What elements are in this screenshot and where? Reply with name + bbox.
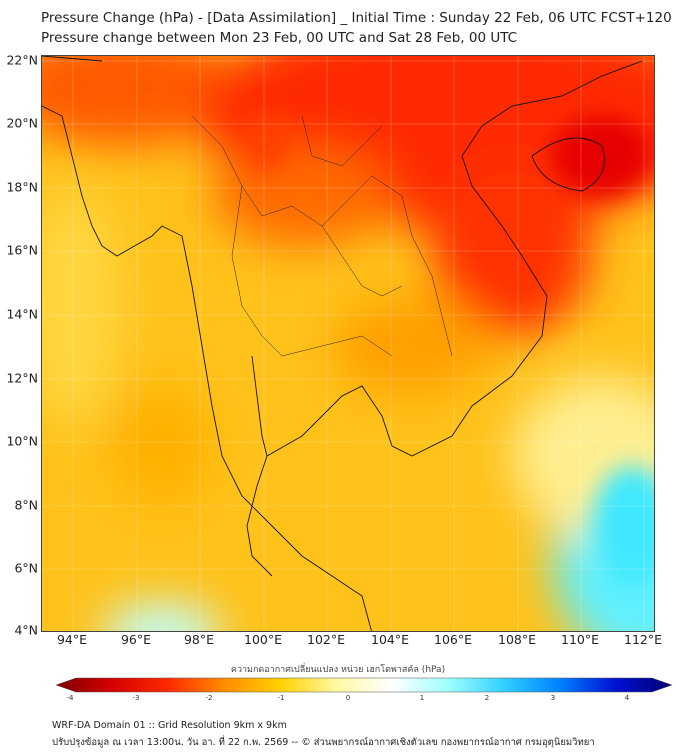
lat-label: 4°N bbox=[14, 622, 38, 638]
lat-label: 8°N bbox=[14, 497, 38, 513]
colorbar-tick: -2 bbox=[205, 694, 213, 702]
lat-label: 18°N bbox=[6, 179, 38, 195]
colorbar-tick: 3 bbox=[550, 694, 556, 702]
lon-label: 98°E bbox=[183, 632, 215, 647]
pressure-change-map bbox=[41, 55, 655, 632]
colorbar-tick: -4 bbox=[66, 694, 74, 702]
lat-label: 22°N bbox=[6, 52, 38, 68]
lon-label: 112°E bbox=[623, 632, 663, 647]
lon-label: 108°E bbox=[497, 632, 537, 647]
footer-credit: ปรับปรุงข้อมูล ณ เวลา 13:00น. วัน อา. ที… bbox=[52, 737, 595, 748]
lon-label: 102°E bbox=[306, 632, 346, 647]
lon-label: 106°E bbox=[433, 632, 473, 647]
lat-label: 12°N bbox=[6, 370, 38, 386]
colorbar-tick: 2 bbox=[484, 694, 490, 702]
lat-label: 14°N bbox=[6, 306, 38, 322]
lat-label: 10°N bbox=[6, 433, 38, 449]
lat-label: 16°N bbox=[6, 242, 38, 258]
map-subtitle: Pressure change between Mon 23 Feb, 00 U… bbox=[41, 30, 518, 46]
lon-label: 94°E bbox=[56, 632, 88, 647]
lon-label: 96°E bbox=[120, 632, 152, 647]
colorbar-tick: -3 bbox=[132, 694, 140, 702]
map-title: Pressure Change (hPa) - [Data Assimilati… bbox=[41, 10, 672, 26]
coastlines bbox=[42, 56, 643, 631]
colorbar-title: ความกดอากาศเปลี่ยนแปลง หน่วย เฮกโตพาสคัล… bbox=[230, 665, 446, 675]
colorbar-tick: 4 bbox=[624, 694, 630, 702]
lat-label: 6°N bbox=[14, 560, 38, 576]
graticule bbox=[42, 56, 654, 631]
colorbar-tick: -1 bbox=[277, 694, 285, 702]
borders bbox=[191, 115, 453, 357]
colorbar-tick: 1 bbox=[419, 694, 425, 702]
lon-label: 100°E bbox=[243, 632, 283, 647]
footer-resolution: WRF-DA Domain 01 :: Grid Resolution 9km … bbox=[52, 720, 287, 731]
colorbar-tick: 0 bbox=[345, 694, 351, 702]
colorbar bbox=[56, 677, 672, 693]
lon-label: 110°E bbox=[560, 632, 600, 647]
lon-label: 104°E bbox=[370, 632, 410, 647]
lat-label: 20°N bbox=[6, 115, 38, 131]
